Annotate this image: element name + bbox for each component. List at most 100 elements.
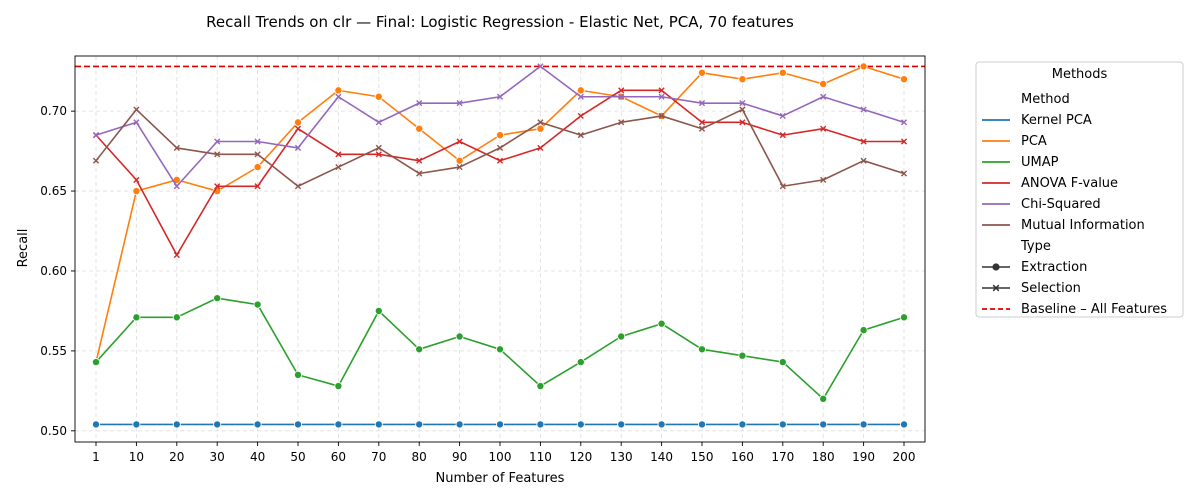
data-point [172, 313, 181, 322]
data-point [860, 138, 867, 145]
legend-type-header: Type [1020, 239, 1051, 254]
data-point [657, 319, 666, 328]
data-point [819, 420, 828, 429]
data-point [698, 420, 707, 429]
data-point [455, 156, 464, 165]
data-point [900, 170, 908, 177]
data-point [698, 345, 707, 354]
data-point [92, 420, 101, 429]
y-tick-label: 0.50 [40, 424, 67, 438]
data-point [416, 170, 423, 177]
data-point [779, 183, 786, 190]
data-point [214, 138, 221, 145]
data-point [495, 420, 504, 429]
data-point [132, 420, 141, 429]
data-point [536, 124, 545, 133]
data-point [779, 132, 786, 139]
data-point [819, 79, 828, 88]
y-tick-label: 0.60 [40, 264, 67, 278]
data-point [658, 112, 665, 120]
data-point [536, 420, 545, 429]
data-point [132, 187, 141, 196]
legend-box [975, 61, 1184, 318]
data-point [213, 294, 222, 303]
data-point [375, 151, 382, 158]
legend-title: Methods [1052, 67, 1108, 82]
data-point [900, 313, 909, 322]
data-point [375, 144, 382, 151]
x-tick-label: 100 [489, 450, 512, 464]
data-point [334, 382, 343, 391]
data-point [133, 106, 140, 113]
data-point [739, 100, 746, 107]
data-point [739, 106, 746, 113]
data-point [375, 119, 382, 126]
data-point [536, 382, 545, 391]
y-axis-label: Recall [16, 229, 31, 268]
data-point [576, 86, 585, 95]
data-point [618, 93, 625, 100]
data-point [456, 163, 463, 171]
x-tick-label: 10 [129, 450, 144, 464]
data-point [778, 68, 787, 77]
data-point [455, 420, 464, 429]
x-tick-label: 70 [371, 450, 386, 464]
data-point [92, 132, 100, 139]
data-point [698, 119, 706, 126]
data-point [173, 144, 180, 151]
legend-marker-x [992, 284, 1000, 292]
x-tick-label: 140 [650, 450, 673, 464]
data-point [657, 420, 666, 429]
legend-extraction-label: Extraction [1021, 260, 1087, 275]
data-point [537, 144, 544, 151]
data-point [900, 420, 909, 429]
data-point [658, 87, 665, 94]
legend-item-label: PCA [1021, 134, 1047, 149]
x-tick-label: 50 [290, 450, 305, 464]
legend-item-label: Kernel PCA [1021, 113, 1092, 128]
data-point [415, 345, 424, 354]
data-point [253, 420, 262, 429]
data-point [900, 138, 908, 145]
data-point [618, 119, 625, 126]
data-point [617, 332, 626, 341]
data-point [617, 420, 626, 429]
x-tick-label: 200 [893, 450, 916, 464]
data-point [577, 93, 584, 100]
data-point [92, 358, 101, 367]
legend-method-header: Method [1021, 92, 1070, 107]
data-point [294, 144, 302, 151]
data-point [739, 119, 746, 126]
data-point [738, 351, 747, 360]
series-umap [92, 294, 909, 403]
series-chi-squared [92, 63, 908, 190]
data-point [496, 157, 504, 164]
x-tick-label: 60 [331, 450, 346, 464]
data-point [859, 326, 868, 335]
data-point [253, 163, 262, 172]
plot-area: 1 10 20 30 40 50 60 70 80 90 100 110 120 130 140 150 160… [40, 55, 926, 464]
data-point [173, 183, 180, 190]
data-point [172, 420, 181, 429]
y-tick-label: 0.70 [40, 104, 67, 118]
legend-item-label: ANOVA F-value [1021, 176, 1118, 191]
legend-baseline-label: Baseline – All Features [1021, 302, 1167, 317]
data-point [859, 62, 868, 71]
data-point [496, 93, 504, 100]
x-tick-label: 110 [529, 450, 552, 464]
data-point [293, 420, 302, 429]
data-point [738, 75, 747, 84]
data-point [335, 151, 342, 158]
x-tick-label: 130 [610, 450, 633, 464]
x-tick-label: 30 [210, 450, 225, 464]
data-point [253, 300, 262, 309]
data-point [618, 87, 625, 94]
x-tick-label: 20 [169, 450, 184, 464]
x-tick-label: 40 [250, 450, 265, 464]
series-kernel-pca [92, 420, 909, 429]
data-point [335, 163, 342, 171]
y-tick-label: 0.65 [40, 184, 67, 198]
data-point [214, 183, 221, 190]
data-point [455, 332, 464, 341]
data-point [860, 106, 867, 113]
